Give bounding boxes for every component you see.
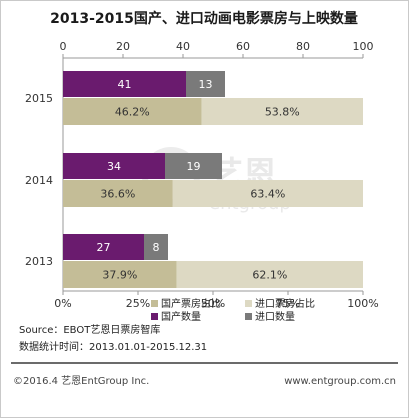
- category-label: 2014: [25, 174, 53, 187]
- label-domestic-count: 27: [97, 241, 111, 254]
- top-axis-tick-label: 60: [236, 40, 250, 53]
- label-imported-share: 63.4%: [250, 188, 285, 201]
- top-axis-tick-label: 20: [116, 40, 130, 53]
- legend-swatch: [151, 313, 158, 320]
- label-domestic-share: 46.2%: [115, 106, 150, 119]
- bottom-axis-tick-label: 100%: [347, 297, 378, 310]
- label-domestic-share: 36.6%: [100, 188, 135, 201]
- category-label: 2015: [25, 92, 53, 105]
- legend-swatch: [245, 300, 252, 307]
- label-imported-share: 53.8%: [265, 106, 300, 119]
- label-imported-count: 19: [187, 160, 201, 173]
- top-axis: 0 20 40 60 80 100: [60, 40, 374, 59]
- top-axis-tick-label: 80: [296, 40, 310, 53]
- bottom-axis-tick-label: 0%: [54, 297, 71, 310]
- top-axis-tick-label: 40: [176, 40, 190, 53]
- bottom-axis: 0% 25% 50% 75% 100%: [54, 290, 379, 310]
- bar-domestic-share: [63, 261, 177, 288]
- category-labels: 2015 2014 2013: [25, 92, 53, 268]
- legend-swatch: [245, 313, 252, 320]
- label-imported-share: 62.1%: [252, 269, 287, 282]
- bars: 41 13 46.2% 53.8% 34 19 36.6% 63.4% 27 8 37.9% 62.1…: [63, 71, 363, 288]
- label-domestic-share: 37.9%: [102, 269, 137, 282]
- bar-imported-count: [144, 234, 168, 260]
- bar-imported-share: [201, 98, 363, 125]
- label-imported-count: 13: [199, 78, 213, 91]
- label-imported-count: 8: [153, 241, 160, 254]
- legend-label: 国产票房占比: [161, 297, 221, 310]
- bar-imported-share: [176, 261, 363, 288]
- label-domestic-count: 41: [118, 78, 132, 91]
- legend-label: 进口票房占比: [255, 297, 315, 310]
- bottom-axis-tick-label: 50%: [201, 297, 225, 310]
- legend-label: 进口数量: [255, 310, 295, 323]
- bar-imported-share: [172, 180, 363, 207]
- chart-title: 2013-2015国产、进口动画电影票房与上映数量: [50, 10, 358, 27]
- top-axis-tick-label: 100: [353, 40, 374, 53]
- bar-domestic-count: [63, 153, 165, 179]
- bar-domestic-share: [63, 98, 202, 125]
- label-domestic-count: 34: [107, 160, 121, 173]
- top-axis-tick-label: 0: [60, 40, 67, 53]
- category-label: 2013: [25, 255, 53, 268]
- bar-imported-count: [186, 71, 225, 97]
- bar-domestic-count: [63, 234, 144, 260]
- legend-swatch: [151, 300, 158, 307]
- period-note: 数据统计时间：2013.01.01-2015.12.31: [19, 340, 207, 353]
- legend-label: 国产数量: [161, 310, 201, 323]
- bottom-axis-tick-label: 25%: [126, 297, 150, 310]
- source-note: Source：EBOT艺恩日票房智库: [19, 323, 160, 336]
- footer-url: www.entgroup.com.cn: [284, 376, 396, 387]
- footer-copyright: ©2016.4 艺恩EntGroup Inc.: [13, 375, 149, 387]
- bottom-axis-tick-label: 75%: [276, 297, 300, 310]
- bar-domestic-count: [63, 71, 186, 97]
- bar-domestic-share: [63, 180, 173, 207]
- bar-imported-count: [165, 153, 222, 179]
